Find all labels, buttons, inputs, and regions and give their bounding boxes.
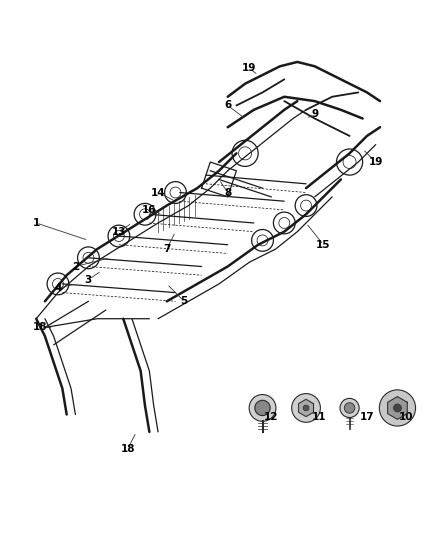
Circle shape [249,394,276,422]
Text: 18: 18 [120,445,135,454]
Text: 6: 6 [224,100,231,110]
Text: 9: 9 [311,109,318,119]
Polygon shape [388,397,407,419]
Text: 3: 3 [85,274,92,285]
Text: 19: 19 [242,63,257,74]
Circle shape [340,398,359,417]
Text: 11: 11 [312,411,326,422]
Text: 8: 8 [224,188,231,198]
Circle shape [379,390,416,426]
Text: 12: 12 [264,411,279,422]
Text: 2: 2 [72,262,79,271]
Text: 19: 19 [368,157,383,167]
Text: 10: 10 [399,411,413,422]
Circle shape [344,402,355,413]
Circle shape [393,404,401,412]
Text: 18: 18 [33,322,48,333]
Circle shape [292,393,321,422]
Circle shape [255,400,270,416]
Circle shape [303,405,309,411]
Polygon shape [299,399,314,417]
Text: 14: 14 [151,188,166,198]
Text: 17: 17 [360,411,374,422]
Text: 13: 13 [112,227,126,237]
Text: 15: 15 [316,240,331,250]
Text: 1: 1 [32,218,40,228]
Text: 4: 4 [54,283,62,293]
Text: 16: 16 [142,205,157,215]
Text: 7: 7 [163,244,170,254]
Text: 5: 5 [180,296,188,306]
